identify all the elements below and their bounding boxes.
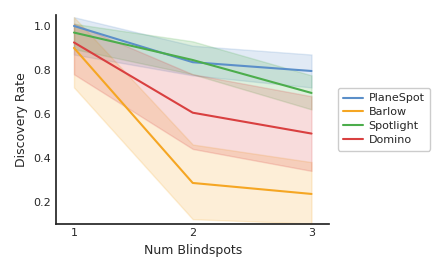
Barlow xyxy=(190,181,195,185)
X-axis label: Num Blindspots: Num Blindspots xyxy=(144,244,242,257)
Spotlight xyxy=(190,58,195,62)
Line: Barlow: Barlow xyxy=(74,48,311,194)
Domino xyxy=(71,41,77,44)
PlaneSpot xyxy=(71,24,77,28)
Line: PlaneSpot: PlaneSpot xyxy=(74,26,311,71)
Barlow xyxy=(71,46,77,50)
PlaneSpot xyxy=(190,61,195,64)
Legend: PlaneSpot, Barlow, Spotlight, Domino: PlaneSpot, Barlow, Spotlight, Domino xyxy=(338,88,430,151)
Spotlight xyxy=(309,91,314,95)
Barlow xyxy=(309,192,314,196)
Line: Spotlight: Spotlight xyxy=(74,33,311,93)
Y-axis label: Discovery Rate: Discovery Rate xyxy=(15,72,28,167)
Spotlight xyxy=(71,31,77,34)
Domino xyxy=(309,132,314,135)
Domino xyxy=(190,111,195,114)
PlaneSpot xyxy=(309,69,314,73)
Line: Domino: Domino xyxy=(74,42,311,134)
